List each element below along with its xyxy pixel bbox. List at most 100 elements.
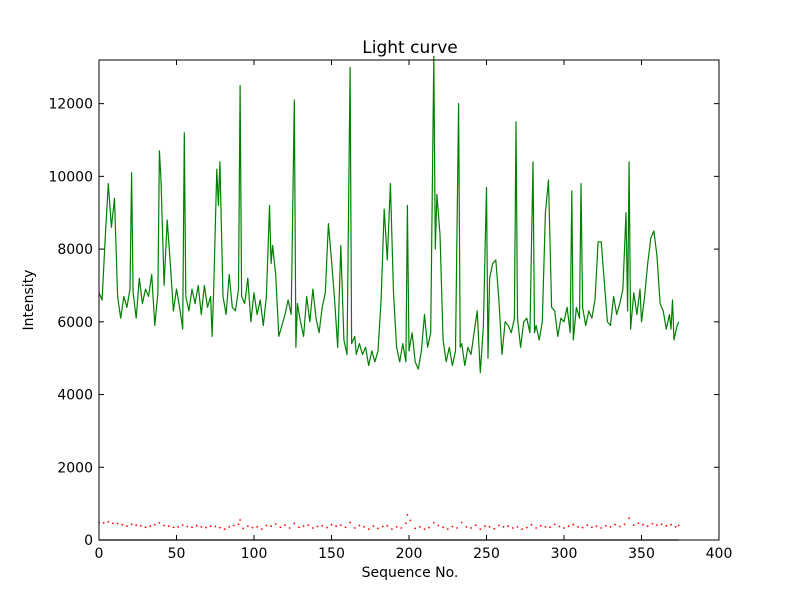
series-1-point-47 xyxy=(312,527,314,529)
series-1-point-97 xyxy=(539,524,542,527)
series-1-point-126 xyxy=(674,526,677,528)
y-tick-label-4000: 4000 xyxy=(57,388,93,404)
series-1-point-56 xyxy=(353,527,356,529)
series-1-point-32 xyxy=(242,527,245,530)
x-axis: 0 50 100 150 200 250 300 350 400 xyxy=(95,60,732,562)
chart-title: Light curve xyxy=(362,38,457,58)
series-1-point-18 xyxy=(181,524,184,526)
series-1-point-117 xyxy=(632,524,635,526)
series-1-point-12 xyxy=(153,523,156,526)
series-1-point-4 xyxy=(116,522,119,525)
series-1-point-8 xyxy=(135,524,138,526)
series-1-point-119 xyxy=(642,523,644,526)
series-1-point-14 xyxy=(163,524,166,527)
series-1-point-68 xyxy=(406,514,409,516)
series-1-point-53 xyxy=(339,524,342,526)
x-tick-label-100: 100 xyxy=(241,546,268,562)
series-1-point-122 xyxy=(656,524,658,526)
series-1-point-103 xyxy=(567,525,570,528)
series-1-point-36 xyxy=(260,528,263,530)
series-1-point-86 xyxy=(488,526,491,528)
series-1-point-93 xyxy=(521,528,523,530)
series-1-point-54 xyxy=(344,526,347,529)
x-tick-label-50: 50 xyxy=(168,546,186,562)
series-1-point-84 xyxy=(479,528,482,530)
series-1-point-106 xyxy=(581,526,584,529)
series-1-point-95 xyxy=(530,523,533,526)
series-1-point-83 xyxy=(474,524,477,526)
series-1-point-11 xyxy=(149,525,152,528)
series-1-point-23 xyxy=(205,526,207,529)
series-1-point-45 xyxy=(302,525,305,528)
series-1-point-120 xyxy=(646,525,649,528)
series-1-point-55 xyxy=(349,521,351,524)
series-1-point-33 xyxy=(246,525,249,528)
x-axis-title: Sequence No. xyxy=(362,565,459,581)
series-1-point-71 xyxy=(418,526,421,528)
series-0-line xyxy=(98,55,680,374)
series-1-point-7 xyxy=(130,523,133,526)
series-1-point-21 xyxy=(195,524,198,527)
series-1-point-52 xyxy=(335,525,337,528)
series-1-point-35 xyxy=(256,526,258,528)
series-1-point-42 xyxy=(288,527,291,529)
series-1-point-80 xyxy=(460,521,463,524)
x-tick-label-200: 200 xyxy=(396,546,423,562)
series-1-point-40 xyxy=(279,526,282,529)
series-1-point-2 xyxy=(107,520,110,523)
y-tick-label-8000: 8000 xyxy=(57,242,93,258)
series-1-point-75 xyxy=(437,524,440,527)
series-1-point-26 xyxy=(219,526,221,529)
series-1-point-72 xyxy=(423,528,426,530)
series-1-point-61 xyxy=(377,527,379,530)
series-1-point-29 xyxy=(232,524,235,527)
series-1-point-59 xyxy=(367,528,370,530)
series-1-point-121 xyxy=(651,522,654,525)
series-1-point-89 xyxy=(502,526,505,528)
series-1-point-62 xyxy=(381,525,384,528)
series-1-point-85 xyxy=(484,525,486,528)
series-1-point-115 xyxy=(623,523,626,526)
series-1-point-109 xyxy=(595,525,598,528)
series-1-point-48 xyxy=(316,525,319,528)
series-1-point-77 xyxy=(446,528,449,530)
y-tick-label-12000: 12000 xyxy=(48,97,93,113)
y-tick-label-2000: 2000 xyxy=(57,460,93,476)
series-1-point-112 xyxy=(609,526,612,528)
series-1-point-100 xyxy=(553,523,556,526)
series-1-point-3 xyxy=(112,522,114,525)
series-1-point-76 xyxy=(442,526,444,529)
series-1-point-124 xyxy=(665,524,668,527)
x-tick-label-150: 150 xyxy=(318,546,345,562)
series-1-point-96 xyxy=(535,527,537,529)
series-1-point-60 xyxy=(372,525,375,528)
series-1-point-104 xyxy=(572,523,575,526)
series-1-point-51 xyxy=(330,523,333,526)
series-1-point-91 xyxy=(511,527,514,529)
x-tick-label-250: 250 xyxy=(473,546,500,562)
series-1-point-50 xyxy=(326,526,328,529)
series-1-point-28 xyxy=(228,526,231,528)
series-1-point-5 xyxy=(121,523,124,526)
series-1-point-66 xyxy=(400,527,403,529)
series-1-point-41 xyxy=(284,524,286,526)
series-1-point-13 xyxy=(158,522,161,524)
series-1-point-20 xyxy=(191,526,193,529)
series-1-point-25 xyxy=(214,525,217,528)
series-1-point-116 xyxy=(628,517,630,520)
series-1-point-105 xyxy=(577,526,579,528)
series-1-point-125 xyxy=(670,523,672,526)
series-1-point-118 xyxy=(637,522,640,525)
series-1-point-92 xyxy=(516,526,519,528)
series-1-point-38 xyxy=(270,525,272,528)
series-1-point-9 xyxy=(139,524,142,527)
series-1-point-64 xyxy=(391,528,393,530)
series-1-point-102 xyxy=(563,527,565,529)
series-1-point-82 xyxy=(470,527,472,529)
series-1-point-58 xyxy=(363,526,365,528)
series-1-point-49 xyxy=(321,524,324,527)
series-1-point-16 xyxy=(172,526,175,529)
series-1-point-22 xyxy=(200,526,203,528)
series-1-point-123 xyxy=(660,523,663,526)
y-tick-label-10000: 10000 xyxy=(48,169,93,185)
